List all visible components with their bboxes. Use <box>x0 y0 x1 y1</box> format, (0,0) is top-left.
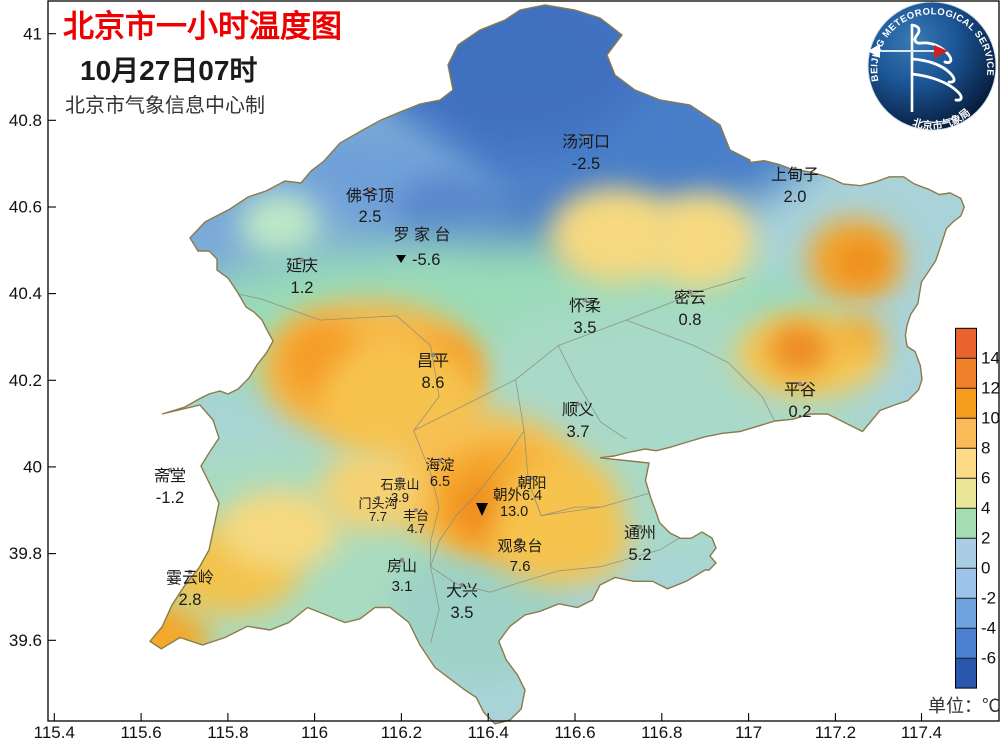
svg-text:上甸子: 上甸子 <box>771 166 819 184</box>
svg-text:房山: 房山 <box>387 558 417 575</box>
svg-text:0.2: 0.2 <box>789 403 812 421</box>
svg-text:3.1: 3.1 <box>392 578 413 595</box>
svg-text:霎云岭: 霎云岭 <box>166 569 214 587</box>
svg-text:116.8: 116.8 <box>641 723 682 742</box>
svg-text:3.5: 3.5 <box>451 604 474 622</box>
svg-text:116.6: 116.6 <box>554 723 595 742</box>
svg-text:怀柔: 怀柔 <box>569 297 601 315</box>
svg-text:佛爷顶: 佛爷顶 <box>346 187 394 205</box>
svg-text:通州: 通州 <box>624 524 656 542</box>
svg-text:密云: 密云 <box>674 289 706 307</box>
svg-text:朝外6.4: 朝外6.4 <box>493 487 542 504</box>
svg-text:117: 117 <box>735 723 762 742</box>
svg-text:-5.6: -5.6 <box>412 251 440 269</box>
svg-text:39.6: 39.6 <box>9 631 42 650</box>
svg-text:-6: -6 <box>981 648 996 667</box>
svg-text:115.6: 115.6 <box>120 723 161 742</box>
svg-text:4: 4 <box>981 498 990 517</box>
svg-text:40.4: 40.4 <box>9 284 42 303</box>
svg-text:40.8: 40.8 <box>9 111 42 130</box>
svg-text:-1.2: -1.2 <box>156 489 184 507</box>
svg-text:115.8: 115.8 <box>207 723 248 742</box>
svg-text:117.2: 117.2 <box>815 723 856 742</box>
svg-text:116: 116 <box>301 723 328 742</box>
svg-text:8.6: 8.6 <box>422 374 445 392</box>
svg-text:39.8: 39.8 <box>9 544 42 563</box>
svg-text:13.0: 13.0 <box>500 504 528 520</box>
svg-text:40.6: 40.6 <box>9 198 42 217</box>
svg-text:平谷: 平谷 <box>784 381 816 399</box>
svg-text:2.0: 2.0 <box>784 188 807 206</box>
svg-text:2.5: 2.5 <box>359 208 382 226</box>
svg-text:大兴: 大兴 <box>446 582 478 600</box>
svg-text:7.7: 7.7 <box>369 509 387 524</box>
svg-text:0: 0 <box>981 558 990 577</box>
svg-text:3.7: 3.7 <box>567 423 590 441</box>
svg-text:4.7: 4.7 <box>407 521 425 536</box>
svg-text:罗 家 台: 罗 家 台 <box>394 226 451 244</box>
svg-text:观象台: 观象台 <box>497 538 542 555</box>
svg-text:海淀: 海淀 <box>426 457 455 474</box>
svg-text:12: 12 <box>981 378 1000 397</box>
svg-text:延庆: 延庆 <box>286 257 318 275</box>
svg-text:1.2: 1.2 <box>291 279 314 297</box>
svg-text:-2: -2 <box>981 588 996 607</box>
svg-text:116.4: 116.4 <box>468 723 509 742</box>
svg-text:-4: -4 <box>981 618 996 637</box>
svg-text:115.4: 115.4 <box>34 723 75 742</box>
svg-text:117.4: 117.4 <box>901 723 942 742</box>
svg-text:顺义: 顺义 <box>562 401 594 419</box>
svg-text:41: 41 <box>23 25 42 44</box>
svg-text:8: 8 <box>981 438 990 457</box>
svg-text:40.2: 40.2 <box>9 371 42 390</box>
svg-text:3.5: 3.5 <box>574 319 597 337</box>
svg-text:昌平: 昌平 <box>417 353 449 370</box>
svg-text:2.8: 2.8 <box>179 591 202 609</box>
svg-text:14: 14 <box>981 348 1000 367</box>
svg-text:40: 40 <box>23 458 42 477</box>
svg-text:7.6: 7.6 <box>510 558 531 575</box>
svg-text:6.5: 6.5 <box>430 474 450 490</box>
svg-text:-2.5: -2.5 <box>572 155 600 173</box>
svg-text:汤河口: 汤河口 <box>562 133 610 151</box>
svg-text:5.2: 5.2 <box>629 546 652 564</box>
svg-text:10: 10 <box>981 408 1000 427</box>
svg-text:2: 2 <box>981 528 990 547</box>
svg-text:0.8: 0.8 <box>679 311 702 329</box>
svg-text:斋堂: 斋堂 <box>154 467 186 485</box>
svg-text:116.2: 116.2 <box>381 723 422 742</box>
svg-text:单位：℃: 单位：℃ <box>928 696 1000 716</box>
svg-text:6: 6 <box>981 468 990 487</box>
svg-text:北京市一小时温度图: 北京市一小时温度图 <box>63 9 342 44</box>
svg-text:10月27日07时: 10月27日07时 <box>80 55 257 86</box>
svg-text:北京市气象信息中心制: 北京市气象信息中心制 <box>65 94 265 117</box>
